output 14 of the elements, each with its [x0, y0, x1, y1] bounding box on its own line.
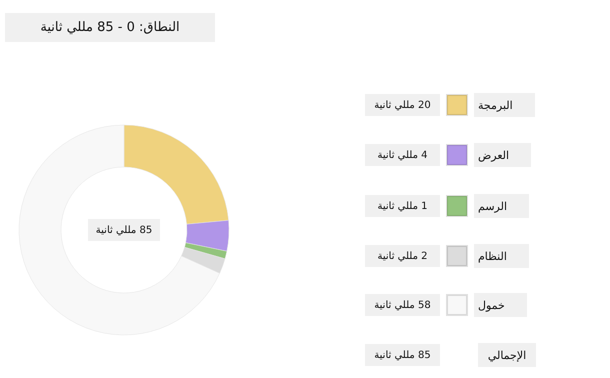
data-label: 2 مللي ثانية: [365, 245, 440, 267]
data-label: 1 مللي ثانية: [365, 195, 440, 217]
data-label: 4 مللي ثانية: [365, 144, 440, 166]
data-label: 20 مللي ثانية: [365, 94, 440, 116]
legend-label: النظام: [474, 244, 529, 268]
text: 85 مللي ثانية: [365, 344, 440, 366]
legend-label: الرسم: [474, 194, 530, 218]
chart-title: النطاق: 0 - 85 مللي ثانية: [5, 13, 215, 42]
data-label: 58 مللي ثانية: [365, 294, 440, 316]
text: الإجمالي: [478, 343, 536, 367]
legend-label: العرض: [474, 143, 532, 167]
legend-label: البرمجة: [474, 93, 535, 117]
legend-label: خمول: [474, 293, 527, 317]
text: 85 مللي ثانية: [88, 219, 160, 241]
